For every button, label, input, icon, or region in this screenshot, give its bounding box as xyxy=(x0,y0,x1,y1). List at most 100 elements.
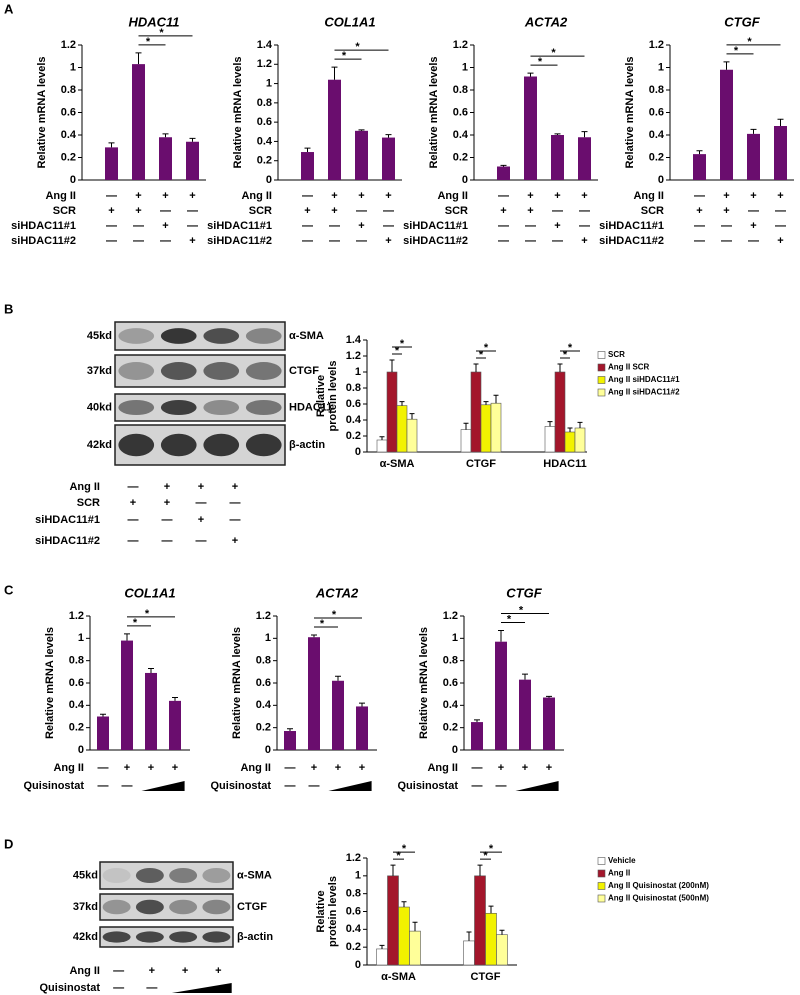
y-tick-label: 0.6 xyxy=(346,398,361,410)
bar xyxy=(301,152,314,180)
bar xyxy=(480,404,492,453)
error-bar xyxy=(473,363,479,372)
condition-sign: — xyxy=(383,220,394,232)
y-tick-label: 0.6 xyxy=(256,677,271,689)
condition-sign: — xyxy=(113,982,124,994)
condition-sign: — xyxy=(106,220,117,232)
y-tick-label: 1 xyxy=(462,61,468,73)
bar xyxy=(544,426,556,453)
y-axis-label: Relative mRNA levels xyxy=(36,56,48,168)
blot-size-label: 42kd xyxy=(73,931,98,943)
y-tick-label: 0 xyxy=(658,174,664,186)
bar xyxy=(145,672,157,750)
condition-sign: + xyxy=(198,514,204,526)
error-bar xyxy=(311,634,317,638)
condition-sign: + xyxy=(500,205,506,217)
condition-sign: — xyxy=(498,235,509,247)
condition-sign: — xyxy=(128,535,139,547)
bar xyxy=(470,371,482,453)
condition-sign: — xyxy=(748,235,759,247)
y-tick-label: 0.6 xyxy=(61,106,76,118)
blot-strip xyxy=(114,321,286,351)
error-bar xyxy=(777,118,784,126)
y-tick-label: 0.6 xyxy=(69,677,84,689)
condition-sign: — xyxy=(98,780,109,792)
error-bar xyxy=(488,905,494,914)
legend-label: Ang II SCR xyxy=(608,363,650,372)
significance-star: * xyxy=(320,618,325,630)
y-tick-label: 0.8 xyxy=(453,84,468,96)
condition-sign: + xyxy=(723,205,729,217)
x-tick-label: α-SMA xyxy=(381,971,416,983)
condition-sign: + xyxy=(124,762,130,774)
y-tick-label: 0.4 xyxy=(453,129,469,141)
error-bar xyxy=(335,675,341,681)
legend-swatch xyxy=(597,894,606,903)
condition-label: SCR xyxy=(53,205,76,217)
legend-label: Ang II xyxy=(608,869,630,878)
blot-band xyxy=(118,399,155,416)
significance-star: * xyxy=(145,608,150,620)
y-tick-label: 1.2 xyxy=(649,39,664,51)
significance-star: * xyxy=(507,613,512,625)
condition-sign: — xyxy=(160,205,171,217)
blot-band xyxy=(135,899,164,915)
y-tick-label: 0.6 xyxy=(443,677,458,689)
condition-sign: — xyxy=(162,535,173,547)
condition-sign: — xyxy=(552,205,563,217)
condition-label: siHDAC11#1 xyxy=(599,220,664,232)
y-axis-label: Relative mRNA levels xyxy=(232,56,244,168)
condition-sign: + xyxy=(750,220,756,232)
bar xyxy=(121,640,133,750)
y-tick-label: 0.8 xyxy=(649,84,664,96)
blot-band xyxy=(160,328,197,344)
condition-sign: — xyxy=(162,514,173,526)
condition-sign: — xyxy=(694,235,705,247)
condition-label: SCR xyxy=(641,205,664,217)
bar xyxy=(398,906,410,966)
y-tick-label: 0.4 xyxy=(256,699,272,711)
bar xyxy=(376,948,388,966)
error-bar xyxy=(554,133,561,135)
condition-sign: + xyxy=(385,235,391,247)
condition-sign: — xyxy=(472,780,483,792)
legend-label: Ang II siHDAC11#2 xyxy=(608,388,680,397)
condition-sign: — xyxy=(721,235,732,247)
y-tick-label: 1.2 xyxy=(61,39,76,51)
y-tick-label: 1.2 xyxy=(346,852,361,864)
condition-sign: — xyxy=(498,190,509,202)
significance-star: * xyxy=(395,345,400,357)
condition-sign: — xyxy=(230,514,241,526)
y-tick-label: 1 xyxy=(78,632,84,644)
blot-band xyxy=(203,399,240,416)
error-bar xyxy=(493,394,499,404)
condition-sign: — xyxy=(122,780,133,792)
y-tick-label: 0.2 xyxy=(453,151,468,163)
bar xyxy=(382,137,395,180)
condition-sign: — xyxy=(329,235,340,247)
bar xyxy=(284,731,296,750)
y-tick-label: 0 xyxy=(462,174,468,186)
y-tick-label: 1 xyxy=(265,632,271,644)
condition-sign: — xyxy=(133,220,144,232)
condition-label: SCR xyxy=(249,205,272,217)
condition-sign: + xyxy=(232,535,238,547)
y-tick-label: 1 xyxy=(658,61,664,73)
y-tick-label: 0.4 xyxy=(346,923,362,935)
significance-star: * xyxy=(402,843,407,855)
condition-sign: — xyxy=(498,220,509,232)
condition-sign: + xyxy=(359,762,365,774)
blot-band xyxy=(202,931,231,943)
legend-swatch xyxy=(597,857,606,865)
significance-star: * xyxy=(483,850,488,862)
y-tick-label: 0.2 xyxy=(443,722,458,734)
blot-band xyxy=(203,433,240,457)
blot-band xyxy=(245,433,282,457)
condition-sign: + xyxy=(232,481,238,493)
bar xyxy=(355,130,368,180)
bar xyxy=(496,934,508,966)
blot-band xyxy=(118,328,155,344)
legend-label: Ang II Quisinostat (200nM) xyxy=(608,881,709,890)
y-tick-label: 1.4 xyxy=(346,334,362,346)
y-tick-label: 0.4 xyxy=(69,699,85,711)
